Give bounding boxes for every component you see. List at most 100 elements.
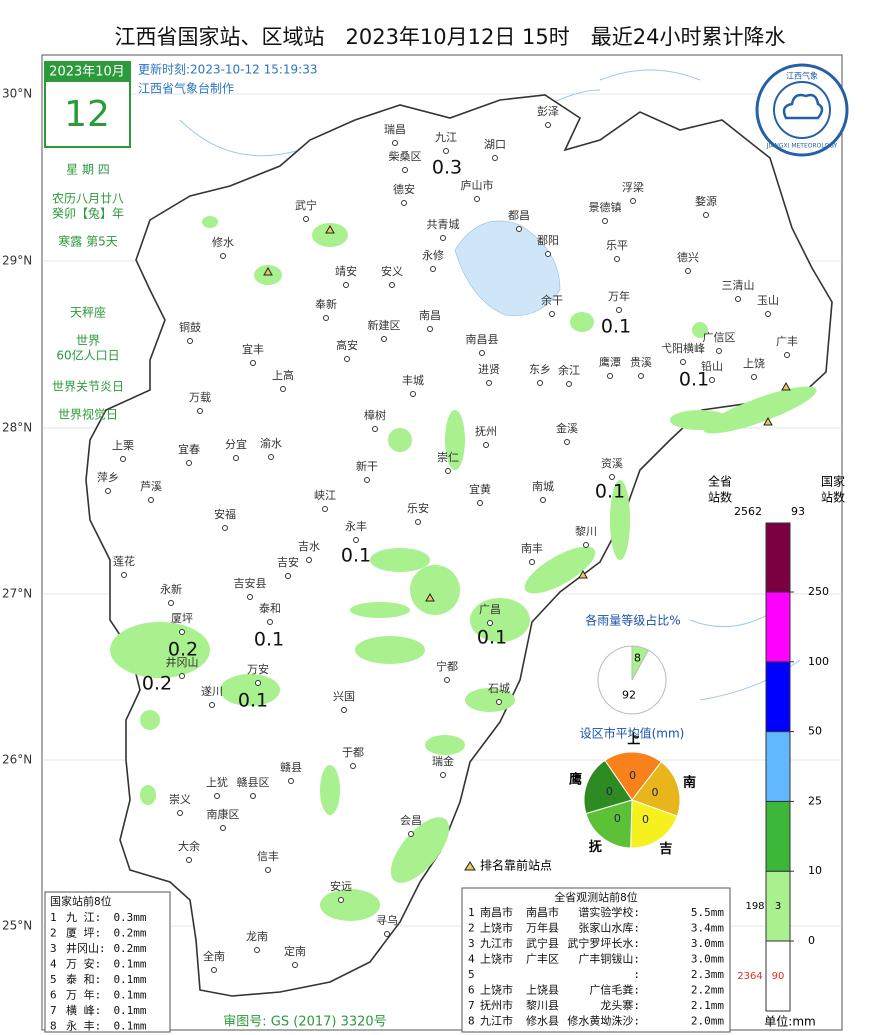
place-name: 玉山 <box>757 294 779 307</box>
place-dot <box>410 391 416 397</box>
rain-value: 0.1 <box>341 545 371 567</box>
place-name: 安义 <box>381 264 403 278</box>
place-name: 龙南 <box>246 930 268 943</box>
place-dot <box>211 967 217 973</box>
place-dot <box>250 793 256 799</box>
place-name: 遂川 <box>201 684 223 698</box>
place-name: 柴桑区 <box>389 149 422 163</box>
legend-header: 国家 <box>821 474 845 489</box>
place-name: 兴国 <box>333 690 355 703</box>
table-cell: 8 <box>50 1020 57 1033</box>
place-dot <box>529 559 535 565</box>
marker-legend-icon <box>464 861 476 871</box>
place-name: 莲花 <box>113 555 135 568</box>
top-station-marker <box>263 266 273 276</box>
place-dot <box>680 359 686 365</box>
top-station-marker <box>325 224 335 234</box>
table-cell: 九江市 <box>480 936 513 950</box>
logo-english: JIANGXI METEOROLOGY <box>766 143 838 150</box>
rain-value: 0.1 <box>238 690 268 712</box>
table-cell: 万 安: <box>66 957 101 971</box>
place-dot <box>179 629 185 635</box>
place-dot <box>341 707 347 713</box>
place-name: 井冈山 <box>166 655 199 669</box>
place-name: 资溪 <box>601 457 623 470</box>
legend-band <box>765 591 791 663</box>
map-frame <box>41 54 843 1031</box>
pie-label: 0 <box>614 812 621 825</box>
date-box-header <box>45 62 130 82</box>
place-name: 赣县区 <box>237 775 270 789</box>
place-name: 渝水 <box>260 436 282 450</box>
table-title: 全省观测站前8位 <box>554 890 638 904</box>
place-name: 上高 <box>272 368 294 382</box>
place-name: 庐山市 <box>461 178 494 192</box>
place-dot <box>583 542 589 548</box>
place-dot <box>408 831 414 837</box>
place-dot <box>444 677 450 683</box>
place-dot <box>179 673 185 679</box>
table-cell: 修水县 <box>526 1014 559 1028</box>
side-info: 世界关节炎日 <box>52 380 124 394</box>
pie-label: 0 <box>606 785 613 798</box>
place-name: 泰和 <box>259 601 281 615</box>
place-name: 峡江 <box>314 488 336 502</box>
rain-areas <box>110 216 817 921</box>
side-info: 农历八月廿八 <box>52 192 124 206</box>
place-name: 芦溪 <box>140 480 162 493</box>
table-cell: 广信毛粪: <box>589 983 640 997</box>
place-dot <box>197 408 203 414</box>
table-cell: 2.3mm <box>691 968 724 981</box>
date-day: 12 <box>64 94 110 135</box>
pie-category: 南 <box>683 775 696 791</box>
table-cell: 泰 和: <box>66 972 101 986</box>
place-name: 贵溪 <box>630 356 652 369</box>
rain-value: 0.2 <box>168 639 198 661</box>
side-info: 癸卯【兔】年 <box>52 206 124 221</box>
province-outline <box>85 94 833 997</box>
table-cell: 南昌市 <box>526 905 559 919</box>
table-cell: 广丰区 <box>526 953 559 966</box>
legend-band-count: 198 <box>745 901 764 912</box>
place-dot <box>250 360 256 366</box>
place-name: 都昌 <box>508 209 530 222</box>
table-cell: 九江市 <box>480 1014 513 1028</box>
pie-slice <box>631 761 681 817</box>
table-cell: 井冈山: <box>66 941 106 955</box>
place-dot <box>440 772 446 778</box>
place-name: 余干 <box>541 293 563 307</box>
place-dot <box>607 373 613 379</box>
place-dot <box>187 338 193 344</box>
place-name: 丰城 <box>402 374 424 387</box>
place-dot <box>751 374 757 380</box>
table-cell: 2.1mm <box>691 999 724 1012</box>
rain-value: 0.1 <box>679 369 709 391</box>
place-dot <box>549 311 555 317</box>
legend-tick-label: 50 <box>808 725 822 738</box>
rain-value: 0.1 <box>477 627 507 649</box>
table-cell: 5 <box>468 968 475 981</box>
place-name: 安远 <box>330 879 352 893</box>
lat-label: 29°N <box>2 254 32 268</box>
place-dot <box>602 218 608 224</box>
place-name: 南城 <box>532 480 554 493</box>
place-name: 崇义 <box>169 793 191 806</box>
place-name: 信丰 <box>257 850 279 863</box>
place-dot <box>566 381 572 387</box>
place-name: 广昌 <box>479 603 501 616</box>
place-dot <box>288 778 294 784</box>
place-name: 万安 <box>247 662 269 676</box>
place-name: 分宜 <box>225 437 247 451</box>
top-station-marker <box>781 381 791 391</box>
place-dot <box>735 296 741 302</box>
table-cell: 上饶市 <box>480 952 513 966</box>
table-cell: 龙头寨: <box>600 998 640 1012</box>
table-cell: 抚州市 <box>480 998 513 1012</box>
place-name: 金溪 <box>556 421 578 435</box>
place-name: 南丰 <box>521 542 543 555</box>
place-name: 德安 <box>393 182 415 196</box>
pie-slice <box>597 645 667 715</box>
place-name: 崇仁 <box>437 451 459 464</box>
place-dot <box>685 268 691 274</box>
table-cell: 1 <box>50 911 57 924</box>
